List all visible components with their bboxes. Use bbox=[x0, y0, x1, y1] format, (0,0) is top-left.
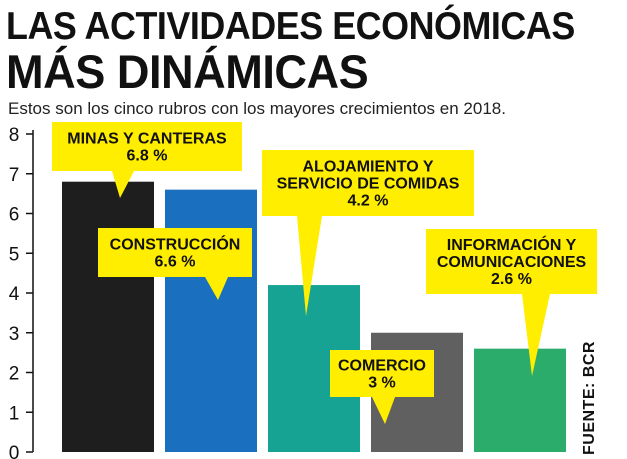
callout-box bbox=[262, 150, 474, 216]
data-label: 6.8 % bbox=[127, 148, 168, 165]
source-label: FUENTE: BCR bbox=[581, 341, 598, 455]
y-tick-label: 3 bbox=[9, 324, 20, 345]
bar bbox=[62, 181, 154, 452]
category-label: COMUNICACIONES bbox=[437, 254, 587, 271]
y-axis: 0 1 2 3 4 5 6 7 8 bbox=[9, 125, 34, 459]
y-tick-label: 1 bbox=[9, 403, 20, 424]
callout-box bbox=[52, 122, 242, 171]
bar bbox=[474, 348, 566, 452]
callout-pointer bbox=[205, 277, 228, 300]
y-tick-label: 4 bbox=[9, 284, 20, 305]
data-label: 3 % bbox=[368, 375, 396, 392]
y-tick-label: 8 bbox=[9, 125, 20, 146]
y-tick-label: 7 bbox=[9, 165, 20, 186]
y-tick-label: 0 bbox=[9, 443, 20, 459]
callout-box bbox=[426, 229, 597, 294]
y-tick-label: 5 bbox=[9, 244, 20, 265]
category-label: ALOJAMIENTO Y bbox=[303, 159, 434, 176]
callout-pointer bbox=[522, 294, 550, 376]
callout-box bbox=[330, 350, 434, 397]
callout-pointer bbox=[297, 216, 322, 316]
y-tick-label: 6 bbox=[9, 205, 20, 226]
chart-title-line-2: MÁS DINÁMICAS bbox=[6, 45, 369, 98]
data-label: 6.6 % bbox=[155, 254, 196, 271]
callout-box bbox=[98, 228, 252, 277]
y-tick-label: 2 bbox=[9, 364, 20, 385]
category-label: SERVICIO DE COMIDAS bbox=[277, 176, 460, 193]
category-label: COMERCIO bbox=[338, 358, 426, 375]
chart-subtitle: Estos son los cinco rubros con los mayor… bbox=[8, 99, 506, 118]
data-label: 2.6 % bbox=[491, 271, 532, 288]
category-label: INFORMACIÓN Y bbox=[447, 235, 577, 254]
callout-pointer bbox=[372, 397, 395, 424]
category-label: CONSTRUCCIÓN bbox=[110, 235, 241, 254]
category-label: MINAS Y CANTERAS bbox=[67, 131, 227, 148]
callout-pointer bbox=[112, 171, 134, 198]
data-label: 4.2 % bbox=[348, 193, 389, 210]
chart-title-line-1: LAS ACTIVIDADES ECONÓMICAS bbox=[6, 5, 575, 48]
